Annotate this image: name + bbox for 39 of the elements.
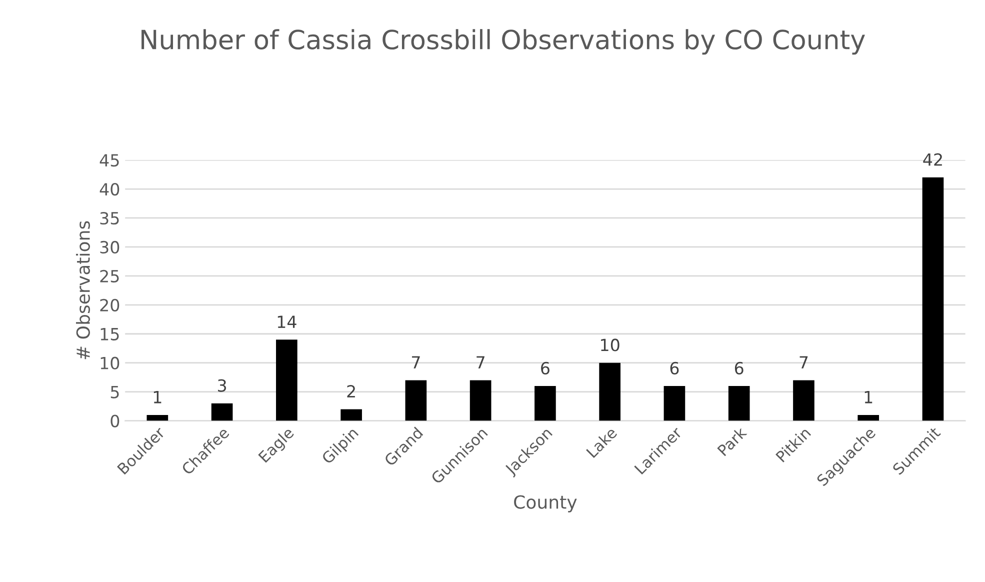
y-tick-label: 0 bbox=[110, 414, 120, 428]
y-tick-label: 5 bbox=[110, 386, 119, 398]
bar bbox=[922, 177, 944, 421]
data-label: 3 bbox=[218, 379, 226, 392]
bar bbox=[599, 362, 620, 421]
y-tick-label: 45 bbox=[100, 154, 119, 167]
bar bbox=[146, 414, 168, 421]
x-axis-title: County bbox=[514, 495, 577, 512]
data-label: 6 bbox=[541, 362, 550, 374]
bar bbox=[405, 380, 427, 421]
y-tick-label: 40 bbox=[100, 182, 120, 196]
y-tick-label: 20 bbox=[100, 298, 120, 312]
bar bbox=[664, 386, 686, 421]
y-tick-label: 25 bbox=[100, 270, 119, 282]
data-label: 7 bbox=[800, 356, 808, 368]
data-label: 42 bbox=[923, 153, 942, 166]
data-label: 10 bbox=[601, 338, 620, 352]
data-label: 1 bbox=[864, 391, 872, 404]
data-label: 6 bbox=[734, 362, 744, 374]
y-axis-title: # Observations bbox=[76, 221, 90, 360]
data-label: 14 bbox=[278, 316, 296, 328]
bar bbox=[858, 414, 880, 421]
bar bbox=[793, 380, 814, 421]
y-tick-label: 30 bbox=[100, 240, 120, 254]
y-tick-label: 35 bbox=[100, 212, 119, 225]
bar bbox=[470, 380, 492, 421]
data-label: 6 bbox=[670, 362, 679, 374]
chart-title: Number of Cassia Crossbill Observations by CO County bbox=[142, 29, 865, 55]
bar bbox=[211, 403, 233, 421]
bar bbox=[728, 386, 750, 421]
data-label: 7 bbox=[476, 356, 484, 368]
y-tick-label: 10 bbox=[100, 356, 120, 370]
data-label: 2 bbox=[347, 385, 355, 398]
y-tick-label: 15 bbox=[100, 328, 119, 340]
bar bbox=[276, 340, 298, 421]
bar bbox=[340, 409, 362, 421]
data-label: 1 bbox=[154, 391, 162, 404]
bar bbox=[534, 386, 556, 421]
data-label: 7 bbox=[412, 356, 420, 368]
